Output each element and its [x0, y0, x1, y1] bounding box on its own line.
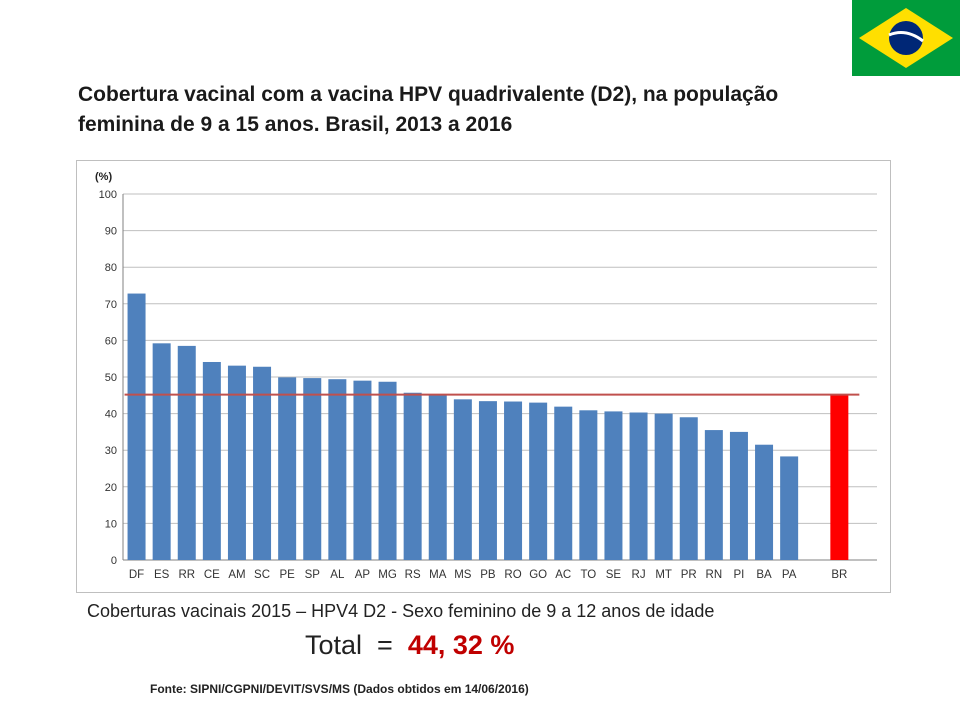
y-tick-label: 50: [105, 372, 117, 384]
source-note: Fonte: SIPNI/CGPNI/DEVIT/SVS/MS (Dados o…: [150, 682, 529, 696]
y-unit-label: (%): [95, 171, 112, 183]
y-tick-label: 100: [99, 189, 117, 201]
y-tick-label: 20: [105, 482, 117, 494]
x-tick-label: RO: [504, 569, 521, 581]
bar-ac: [554, 406, 573, 560]
x-tick-label: PI: [734, 569, 745, 581]
bar-sc: [253, 366, 272, 560]
x-tick-label: MT: [655, 569, 672, 581]
bar-al: [328, 379, 347, 560]
total-label: Total =: [305, 630, 408, 660]
bar-pr: [679, 417, 698, 560]
x-tick-label: RR: [178, 569, 195, 581]
x-tick-label: SP: [305, 569, 321, 581]
x-tick-label: SC: [254, 569, 270, 581]
bar-sp: [303, 378, 322, 560]
y-tick-label: 40: [105, 409, 117, 421]
bar-rn: [704, 430, 723, 560]
y-tick-label: 80: [105, 262, 117, 274]
x-tick-label: BA: [756, 569, 772, 581]
x-tick-label: PR: [681, 569, 697, 581]
bar-mt: [654, 413, 673, 560]
x-tick-label: RJ: [632, 569, 646, 581]
chart-subtitle: Coberturas vacinais 2015 – HPV4 D2 - Sex…: [87, 601, 715, 621]
x-tick-label: GO: [529, 569, 547, 581]
bar-pb: [478, 401, 497, 560]
bar-pa: [780, 456, 799, 560]
x-tick-label: MS: [454, 569, 472, 581]
bar-rs: [403, 392, 422, 560]
x-tick-label: PB: [480, 569, 496, 581]
bar-br: [830, 394, 849, 560]
y-tick-label: 60: [105, 335, 117, 347]
title-line-2: feminina de 9 a 15 anos. Brasil, 2013 a …: [78, 113, 513, 136]
x-tick-label: MG: [378, 569, 397, 581]
flag-globe: [889, 21, 923, 55]
bar-mg: [378, 381, 397, 560]
bar-am: [227, 365, 246, 560]
bar-pi: [729, 431, 748, 560]
x-tick-label: AM: [228, 569, 245, 581]
bar-ce: [202, 361, 221, 560]
x-tick-label: RN: [706, 569, 723, 581]
x-tick-label: DF: [129, 569, 144, 581]
bar-ba: [755, 444, 774, 560]
x-tick-label: SE: [606, 569, 622, 581]
total-value: 44, 32 %: [407, 630, 515, 660]
x-tick-label: AC: [555, 569, 571, 581]
y-tick-label: 30: [105, 445, 117, 457]
title-line-1: Cobertura vacinal com a vacina HPV quadr…: [78, 83, 779, 106]
page-title: Cobertura vacinal com a vacina HPV quadr…: [78, 80, 878, 140]
x-tick-label: MA: [429, 569, 447, 581]
flag-band: [888, 31, 924, 43]
brazil-flag-icon: [852, 0, 960, 76]
y-tick-label: 70: [105, 299, 117, 311]
x-tick-label: RS: [405, 569, 421, 581]
y-tick-label: 10: [105, 518, 117, 530]
bar-chart: 0 10 20 30 40 50 60 70 80 90 100 (%) DF ES RR CE AM SC PE S…: [95, 171, 877, 581]
bar-ro: [504, 401, 523, 560]
bar-df: [127, 293, 146, 560]
bar-pe: [278, 377, 297, 560]
x-tick-label: AL: [330, 569, 345, 581]
bar-ma: [428, 394, 447, 560]
bar-rr: [177, 345, 196, 560]
x-tick-label: AP: [355, 569, 371, 581]
total-line: Total = 44, 32 %: [305, 630, 514, 661]
bar-ap: [353, 380, 372, 560]
y-tick-label: 90: [105, 226, 117, 238]
x-tick-label: PE: [279, 569, 295, 581]
y-tick-label: 0: [111, 555, 117, 567]
x-tick-label: ES: [154, 569, 170, 581]
chart-container: 0 10 20 30 40 50 60 70 80 90 100 (%) DF ES RR CE AM SC PE S…: [76, 160, 891, 593]
x-tick-label: TO: [580, 569, 596, 581]
bar-to: [579, 410, 598, 560]
x-tick-label: BR: [831, 569, 847, 581]
x-tick-label: CE: [204, 569, 220, 581]
x-tick-label: PA: [782, 569, 797, 581]
bar-go: [529, 402, 548, 560]
bar-ms: [453, 399, 472, 560]
bar-se: [604, 411, 623, 560]
bar-es: [152, 343, 171, 560]
bar-rj: [629, 412, 648, 560]
